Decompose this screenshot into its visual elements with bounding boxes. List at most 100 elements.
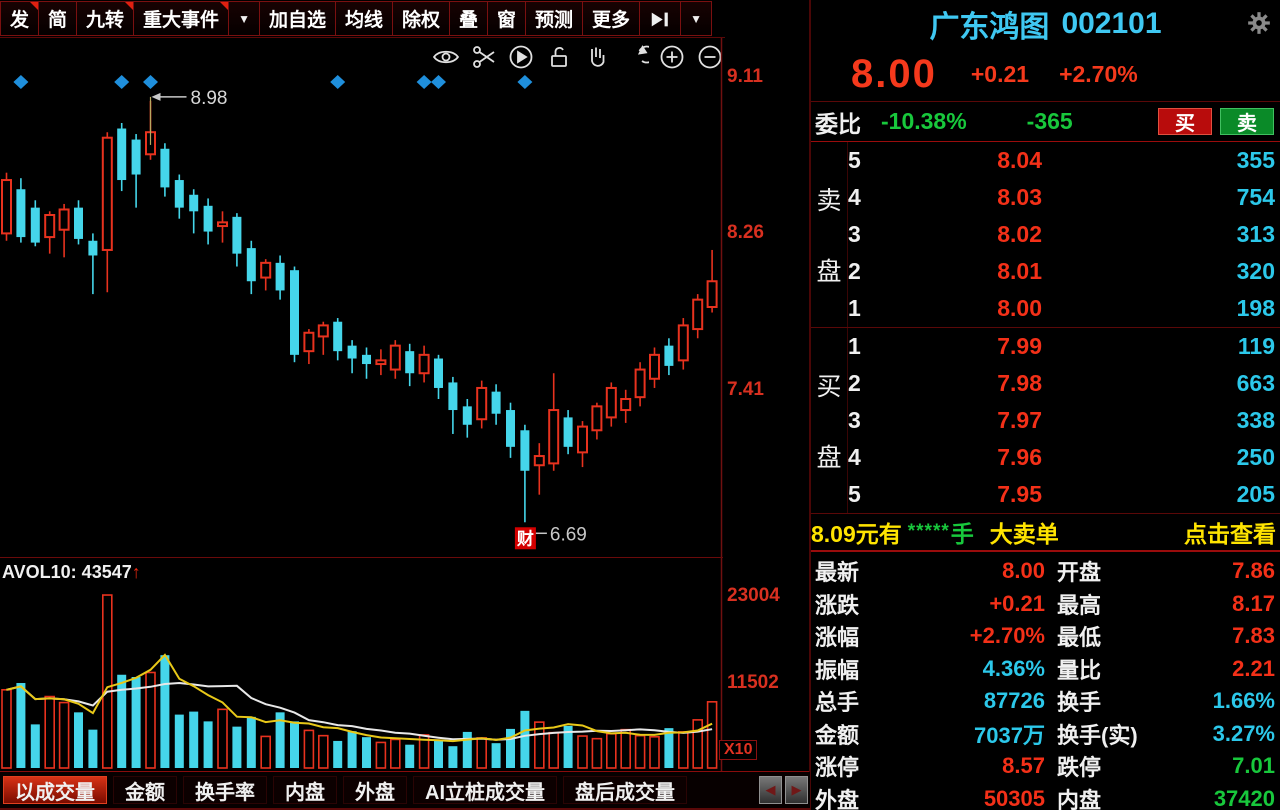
stat-row: 金额 7037万 换手(实) 3.27% (811, 718, 1280, 751)
hand-icon[interactable] (583, 43, 611, 71)
stat-value: +2.70% (969, 623, 1045, 649)
toolbar-item-更多[interactable]: 更多 (582, 1, 640, 36)
stat-value: 7.83 (1232, 623, 1275, 649)
buy-button[interactable]: 买 (1158, 108, 1212, 135)
level-volume: 754 (1236, 184, 1275, 210)
buy-level-row[interactable]: 3 7.97 338 (848, 402, 1280, 439)
level-price: 7.95 (997, 481, 1042, 507)
toolbar-item-重大事件[interactable]: 重大事件 (133, 1, 229, 36)
volume-label-text: AVOL10: 43547 (2, 562, 132, 582)
gear-icon[interactable] (1246, 10, 1272, 36)
tab-金额[interactable]: 金额 (113, 776, 177, 804)
toolbar-item-叠[interactable]: 叠 (449, 1, 488, 36)
toolbar-item-简[interactable]: 简 (38, 1, 77, 36)
weibi-value: -10.38% (881, 108, 967, 134)
stat-label: 金额 (815, 722, 860, 748)
bottom-divider (0, 771, 810, 772)
zoom-out-icon[interactable] (696, 43, 724, 71)
ticker-unit: 手 (950, 521, 974, 547)
volume-multiplier-badge: X10 (719, 740, 758, 760)
play-icon[interactable] (507, 43, 535, 71)
toolbar-item-除权[interactable]: 除权 (391, 1, 449, 36)
tab-scroll-arrows: ◀ ▶ (759, 772, 810, 808)
sell-level-row[interactable]: 3 8.02 313 (848, 216, 1280, 253)
scroll-right-icon[interactable]: ▶ (785, 776, 808, 804)
level-price: 8.00 (997, 295, 1042, 321)
sell-group-char: 盘 (816, 257, 842, 286)
level-volume: 320 (1236, 258, 1275, 284)
buy-level-row[interactable]: 1 7.99 119 (848, 328, 1280, 365)
volume-chart-canvas[interactable] (0, 558, 723, 771)
price-change-pct: +2.70% (1059, 61, 1138, 87)
level-number: 3 (848, 221, 861, 247)
sell-level-row[interactable]: 1 8.00 198 (848, 290, 1280, 327)
ticker-view-link[interactable]: 点击查看 (1184, 521, 1276, 547)
weibi-row: 委比 -10.38% -365 买 卖 (811, 102, 1280, 142)
sell-level-row[interactable]: 4 8.03 754 (848, 179, 1280, 216)
zoom-in-icon[interactable] (658, 43, 686, 71)
stat-label: 涨跌 (815, 592, 860, 618)
chart-toolbar: 发简九转 重大事件 ▼ 加自选 均线 除权叠窗预测 更多 ▼ (0, 0, 725, 38)
stat-value: 8.57 (1002, 753, 1045, 779)
buy-level-row[interactable]: 5 7.95 205 (848, 476, 1280, 513)
toolbar-item-预测[interactable]: 预测 (525, 1, 583, 36)
price-axis-label: 7.41 (727, 378, 764, 400)
skip-to-end-icon[interactable] (639, 1, 681, 36)
level-price: 7.98 (997, 370, 1042, 396)
toolbar-item-加自选[interactable]: 加自选 (258, 1, 335, 36)
buy-level-row[interactable]: 4 7.96 250 (848, 439, 1280, 476)
stat-value: 3.27% (1212, 720, 1275, 746)
tab-AI立桩成交量[interactable]: AI立桩成交量 (413, 776, 557, 804)
buy-book: 买盘 1 7.99 119 2 7.98 663 3 7.97 338 4 7.96 250 5 7.95… (811, 328, 1280, 514)
toolbar-dropdown-icon[interactable]: ▼ (228, 1, 259, 36)
unlock-icon[interactable] (545, 43, 573, 71)
price-axis-label: 8.26 (727, 222, 764, 244)
stat-value: 2.21 (1232, 655, 1275, 681)
toolbar-item-九转[interactable]: 九转 (76, 1, 134, 36)
sell-level-row[interactable]: 5 8.04 355 (848, 142, 1280, 179)
tab-内盘[interactable]: 内盘 (273, 776, 337, 804)
buy-level-row[interactable]: 2 7.98 663 (848, 365, 1280, 402)
buy-group-char: 买 (816, 373, 842, 402)
stat-label: 换手 (1057, 690, 1102, 716)
toolbar-item-均线[interactable]: 均线 (334, 1, 392, 36)
stat-label: 开盘 (1057, 560, 1102, 586)
buy-group-char: 盘 (816, 443, 842, 472)
quote-panel: 广东鸿图 002101 8.00 +0.21 +2.70% 委比 -10.38%… (811, 0, 1280, 810)
volume-axis-label: 11502 (727, 671, 779, 693)
scroll-left-icon[interactable]: ◀ (759, 776, 782, 804)
tab-以成交量[interactable]: 以成交量 (3, 776, 107, 804)
sell-button[interactable]: 卖 (1220, 108, 1274, 135)
toolbar-item-窗[interactable]: 窗 (487, 1, 526, 36)
stat-label: 涨停 (815, 755, 860, 781)
price-row: 8.00 +0.21 +2.70% (811, 48, 1280, 102)
chart-tool-icons (432, 42, 724, 72)
stat-value: 7.01 (1232, 753, 1275, 779)
toolbar-end-caret[interactable]: ▼ (680, 1, 712, 36)
sell-level-row[interactable]: 2 8.01 320 (848, 253, 1280, 290)
sell-group-char: 卖 (816, 187, 842, 216)
level-price: 8.02 (997, 221, 1042, 247)
price-chart-canvas[interactable]: 8.98 6.69 财 (0, 38, 723, 558)
pane-divider (0, 557, 723, 558)
stat-row: 总手 87726 换手 1.66% (811, 685, 1280, 718)
sell-group-label: 卖盘 (811, 142, 847, 327)
eye-icon[interactable] (432, 43, 460, 71)
tab-盘后成交量[interactable]: 盘后成交量 (563, 776, 687, 804)
tab-换手率[interactable]: 换手率 (183, 776, 267, 804)
stat-label: 最低 (1057, 625, 1102, 651)
tab-外盘[interactable]: 外盘 (343, 776, 407, 804)
stat-label: 内盘 (1057, 787, 1102, 810)
sell-book: 卖盘 5 8.04 355 4 8.03 754 3 8.02 313 2 8.01 320 1 8.00… (811, 142, 1280, 328)
stat-value: 87726 (983, 688, 1045, 714)
level-volume: 663 (1236, 370, 1275, 396)
ticker-type: 大卖单 (989, 521, 1059, 547)
stat-label: 量比 (1057, 657, 1102, 683)
scissors-icon[interactable] (470, 43, 498, 71)
big-order-ticker: 8.09元有 ***** 手 大卖单 点击查看 (811, 514, 1280, 552)
ticker-prefix: 8.09元有 (811, 521, 902, 547)
level-number: 5 (848, 147, 861, 173)
level-volume: 338 (1236, 407, 1275, 433)
stat-row: 最新 8.00 开盘 7.86 (811, 555, 1280, 588)
toolbar-item-发[interactable]: 发 (0, 1, 39, 36)
